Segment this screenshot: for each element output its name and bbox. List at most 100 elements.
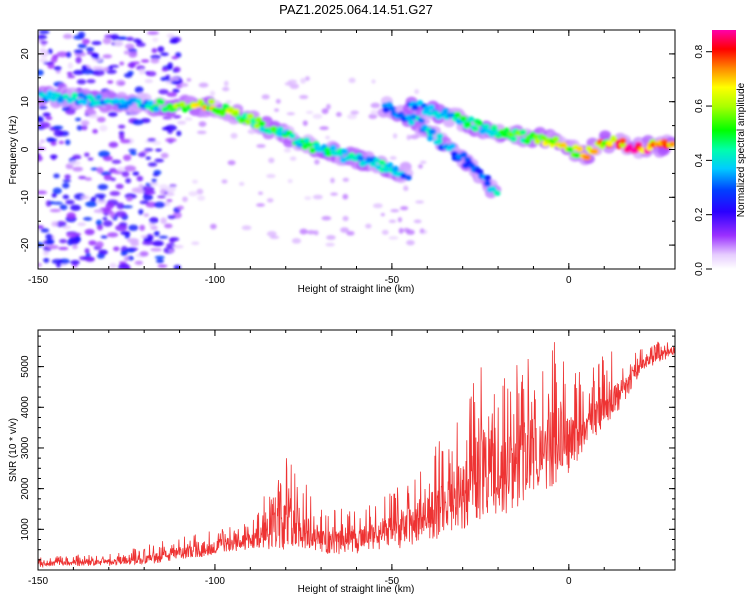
heatmap-cell [75, 56, 82, 64]
heatmap-cell [244, 118, 252, 125]
heatmap-cell [388, 236, 399, 240]
heatmap-cell [48, 138, 58, 142]
heatmap-cell [80, 99, 88, 106]
y-tick-label: 1000 [20, 518, 31, 541]
heatmap-cell [139, 200, 149, 205]
heatmap-cell [121, 171, 130, 178]
heatmap-cell [106, 69, 117, 75]
heatmap-cell [552, 136, 560, 143]
heatmap-cell [381, 229, 389, 235]
heatmap-cell [172, 88, 180, 93]
heatmap-cell [668, 140, 675, 147]
heatmap-cell [126, 196, 133, 202]
heatmap-cell [109, 211, 116, 218]
heatmap-cell [258, 191, 263, 195]
heatmap-cell [420, 160, 427, 164]
heatmap-cell [77, 222, 87, 227]
heatmap-cell [83, 217, 93, 221]
heatmap-cell [534, 138, 542, 145]
heatmap-cell [178, 82, 189, 88]
colorbar-tick-label: 0.8 [694, 44, 705, 58]
heatmap-cell [38, 34, 48, 40]
heatmap-cell [325, 242, 335, 247]
heatmap-cell [150, 247, 162, 252]
heatmap-cell [127, 62, 136, 68]
heatmap-cell [138, 183, 144, 191]
heatmap-cell [93, 69, 105, 77]
heatmap-cell [66, 231, 78, 238]
heatmap-cell [38, 116, 44, 123]
heatmap-cell [51, 258, 64, 265]
heatmap-cell [350, 110, 359, 115]
heatmap-cell [38, 69, 44, 76]
heatmap-cell [53, 66, 62, 71]
heatmap-cell [284, 81, 293, 86]
heatmap-cell [143, 213, 150, 218]
heatmap-cell [38, 155, 43, 162]
heatmap-cell [453, 111, 462, 118]
heatmap-cell [157, 264, 168, 268]
heatmap-cell [120, 250, 128, 257]
heatmap-cell [47, 244, 59, 250]
x-tick-label: -150 [28, 275, 48, 286]
heatmap-cell [95, 93, 103, 100]
heatmap-cell [266, 198, 274, 203]
heatmap-cell [230, 132, 238, 139]
heatmap-cell [115, 224, 128, 232]
heatmap-cell [380, 213, 385, 217]
heatmap-cell [221, 179, 228, 184]
heatmap-cell [365, 223, 372, 229]
heatmap-cell [62, 179, 72, 183]
heatmap-cell [51, 221, 59, 227]
heatmap-cell [109, 191, 121, 196]
heatmap-cell [58, 246, 69, 251]
heatmap-cell [371, 79, 376, 84]
heatmap-cell [429, 128, 437, 135]
heatmap-cell [160, 152, 169, 159]
heatmap-cell [274, 108, 279, 112]
heatmap-cells [38, 30, 675, 269]
heatmap-cell [407, 119, 416, 126]
heatmap-cell [52, 201, 63, 205]
heatmap-cell [386, 161, 394, 168]
heatmap-cell [92, 66, 104, 71]
heatmap-cell [85, 201, 98, 208]
heatmap-cell [72, 154, 82, 160]
heatmap-cell [72, 244, 78, 250]
heatmap-cell [123, 256, 130, 262]
heatmap-cell [65, 51, 72, 58]
heatmap-cell [65, 199, 75, 205]
heatmap-cell [191, 241, 200, 245]
heatmap-cell [120, 231, 131, 236]
heatmap-cell [482, 123, 490, 130]
x-tick-label: -50 [385, 275, 400, 286]
heatmap-cell [157, 99, 165, 106]
colorbar-tick-label: 0.6 [694, 99, 705, 113]
heatmap-cell [81, 120, 90, 126]
heatmap-cell [404, 174, 412, 181]
heatmap-cell [178, 101, 186, 108]
heatmap-cell [435, 138, 443, 145]
heatmap-cell [49, 208, 61, 213]
heatmap-cell [169, 76, 180, 82]
heatmap-cell [309, 147, 317, 154]
heatmap-cell [103, 67, 109, 72]
y-tick-label: 5000 [20, 355, 31, 378]
heatmap-cell [335, 112, 342, 117]
heatmap-cell [159, 188, 165, 196]
heatmap-cell [186, 78, 192, 82]
heatmap-cell [45, 233, 53, 240]
colorbar-tick-label: 0.0 [694, 262, 705, 276]
heatmap-cell [385, 101, 393, 108]
heatmap-cell [210, 223, 217, 230]
heatmap-cell [276, 126, 284, 133]
heatmap-cell [151, 47, 158, 54]
heatmap-cell [106, 232, 119, 238]
colorbar-label: Normalized spectral amplitude [736, 82, 747, 217]
heatmap-cell [110, 177, 116, 182]
colorbar-tick-label: 0.4 [694, 153, 705, 167]
heatmap-cell [119, 261, 127, 265]
heatmap-cell [95, 209, 103, 213]
heatmap-cell [540, 134, 548, 141]
